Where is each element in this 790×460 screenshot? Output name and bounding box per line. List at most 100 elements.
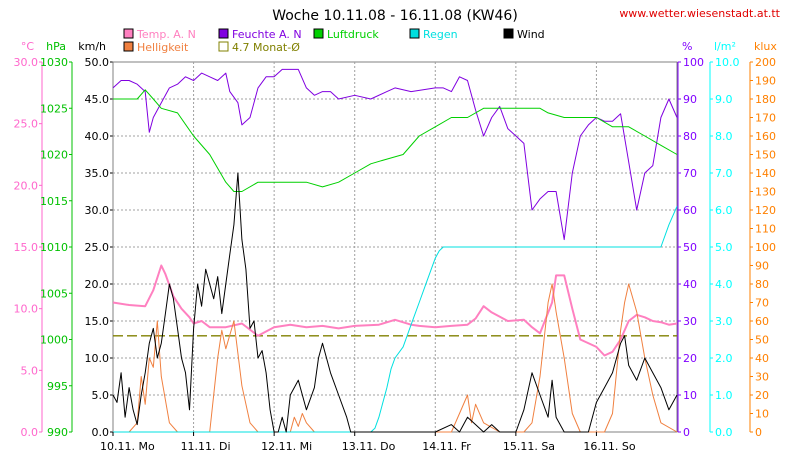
left-axes: °C 0.0 5.0 10.0 15.0 20.0 25.0 30.0 hPa 990 995 100… [14,40,114,439]
legend-swatch [218,41,229,52]
klux-tick-label: 150 [755,149,776,162]
rain-tick-label: 9.0 [715,93,733,106]
pct-tick-label: 0 [683,426,690,439]
x-tick-label: 11.11. Di [181,440,231,453]
legend-label: Temp. A. N [136,28,196,41]
rain-tick-label: 0.0 [715,426,733,439]
kmh-axis-label: km/h [78,40,106,53]
hpa-tick-label: 1000 [40,334,68,347]
legend-swatch [123,41,134,52]
hpa-tick-label: 1010 [40,241,68,254]
legend-swatch [123,28,134,39]
legend-label: Feuchte A. N [232,28,302,41]
klux-tick-label: 140 [755,167,776,180]
pct-tick-label: 30 [683,315,697,328]
kmh-tick-label: 10.0 [85,352,110,365]
legend-label: Wind [517,28,545,41]
pct-tick-label: 20 [683,352,697,365]
x-tick-label: 13.11. Do [342,440,396,453]
hpa-tick-label: 990 [47,426,68,439]
klux-tick-label: 40 [755,352,769,365]
rain-tick-label: 10.0 [715,56,740,69]
pct-tick-label: 40 [683,278,697,291]
klux-tick-label: 70 [755,297,769,310]
rain-tick-label: 4.0 [715,278,733,291]
x-axis-labels: 10.11. Mo 11.11. Di 12.11. Mi 13.11. Do 14.1… [100,432,636,453]
hpa-tick-label: 1025 [40,102,68,115]
temp-tick-label: 5.0 [21,364,39,377]
x-tick-label: 14.11. Fr [422,440,471,453]
rain-tick-label: 5.0 [715,241,733,254]
kmh-tick-label: 40.0 [85,130,110,143]
legend-swatch [218,28,229,39]
temp-axis-label: °C [21,40,35,53]
series-feuchte-a-n [112,68,678,241]
hpa-tick-label: 1020 [40,149,68,162]
right-axes: %0102030405060708090100l/m²0.01.02.03.04… [677,40,777,439]
hpa-tick-label: 1015 [40,195,68,208]
kmh-tick-label: 50.0 [85,56,110,69]
series-regen [113,206,678,433]
hpa-axis-label: hPa [46,40,66,53]
hpa-tick-label: 995 [47,380,68,393]
klux-tick-label: 170 [755,112,776,125]
klux-tick-label: 180 [755,93,776,106]
klux-tick-label: 10 [755,408,769,421]
legend-label: Luftdruck [327,28,379,41]
pct-tick-label: 100 [683,56,704,69]
pct-tick-label: 90 [683,93,697,106]
temp-tick-label: 0.0 [21,426,39,439]
legend: Temp. A. N Feuchte A. N Luftdruck Regen Wind… [123,28,545,54]
kmh-tick-label: 15.0 [85,315,110,328]
rain-tick-label: 2.0 [715,352,733,365]
klux-tick-label: 130 [755,186,776,199]
rain-tick-label: 8.0 [715,130,733,143]
pct-tick-label: 80 [683,130,697,143]
pct-tick-label: 10 [683,389,697,402]
x-tick-label: 16.11. So [583,440,635,453]
rain-tick-label: 1.0 [715,389,733,402]
hpa-tick-label: 1005 [40,287,68,300]
kmh-tick-label: 35.0 [85,167,110,180]
klux-tick-label: 60 [755,315,769,328]
pct-axis-label: % [682,40,692,53]
klux-tick-label: 190 [755,75,776,88]
x-tick-label: 12.11. Mi [261,440,312,453]
legend-swatch [409,28,420,39]
legend-swatch [313,28,324,39]
pct-tick-label: 60 [683,204,697,217]
kmh-tick-label: 45.0 [85,93,110,106]
rain-axis-label: l/m² [714,40,736,53]
legend-label: Regen [423,28,458,41]
source-url[interactable]: www.wetter.wiesenstadt.at.tt [619,7,780,20]
klux-tick-label: 110 [755,223,776,236]
temp-tick-label: 10.0 [14,303,39,316]
kmh-tick-label: 30.0 [85,204,110,217]
pct-tick-label: 70 [683,167,697,180]
temp-tick-label: 20.0 [14,179,39,192]
klux-tick-label: 200 [755,56,776,69]
kmh-tick-label: 5.0 [92,389,110,402]
x-tick-label: 10.11. Mo [100,440,155,453]
temp-tick-label: 25.0 [14,118,39,131]
x-tick-label: 15.11. Sa [503,440,555,453]
kmh-tick-label: 20.0 [85,278,110,291]
klux-tick-label: 50 [755,334,769,347]
pct-tick-label: 50 [683,241,697,254]
rain-tick-label: 7.0 [715,167,733,180]
klux-tick-label: 90 [755,260,769,273]
klux-tick-label: 0 [755,426,762,439]
klux-tick-label: 120 [755,204,776,217]
temp-tick-label: 30.0 [14,56,39,69]
klux-tick-label: 160 [755,130,776,143]
klux-tick-label: 20 [755,389,769,402]
kmh-tick-label: 25.0 [85,241,110,254]
klux-tick-label: 80 [755,278,769,291]
legend-label: Helligkeit [137,41,189,54]
klux-axis-label: klux [754,40,777,53]
plot-area [112,61,678,433]
legend-label: 4.7 Monat-Ø [232,41,300,54]
series-luftdruck [113,89,678,192]
rain-tick-label: 3.0 [715,315,733,328]
